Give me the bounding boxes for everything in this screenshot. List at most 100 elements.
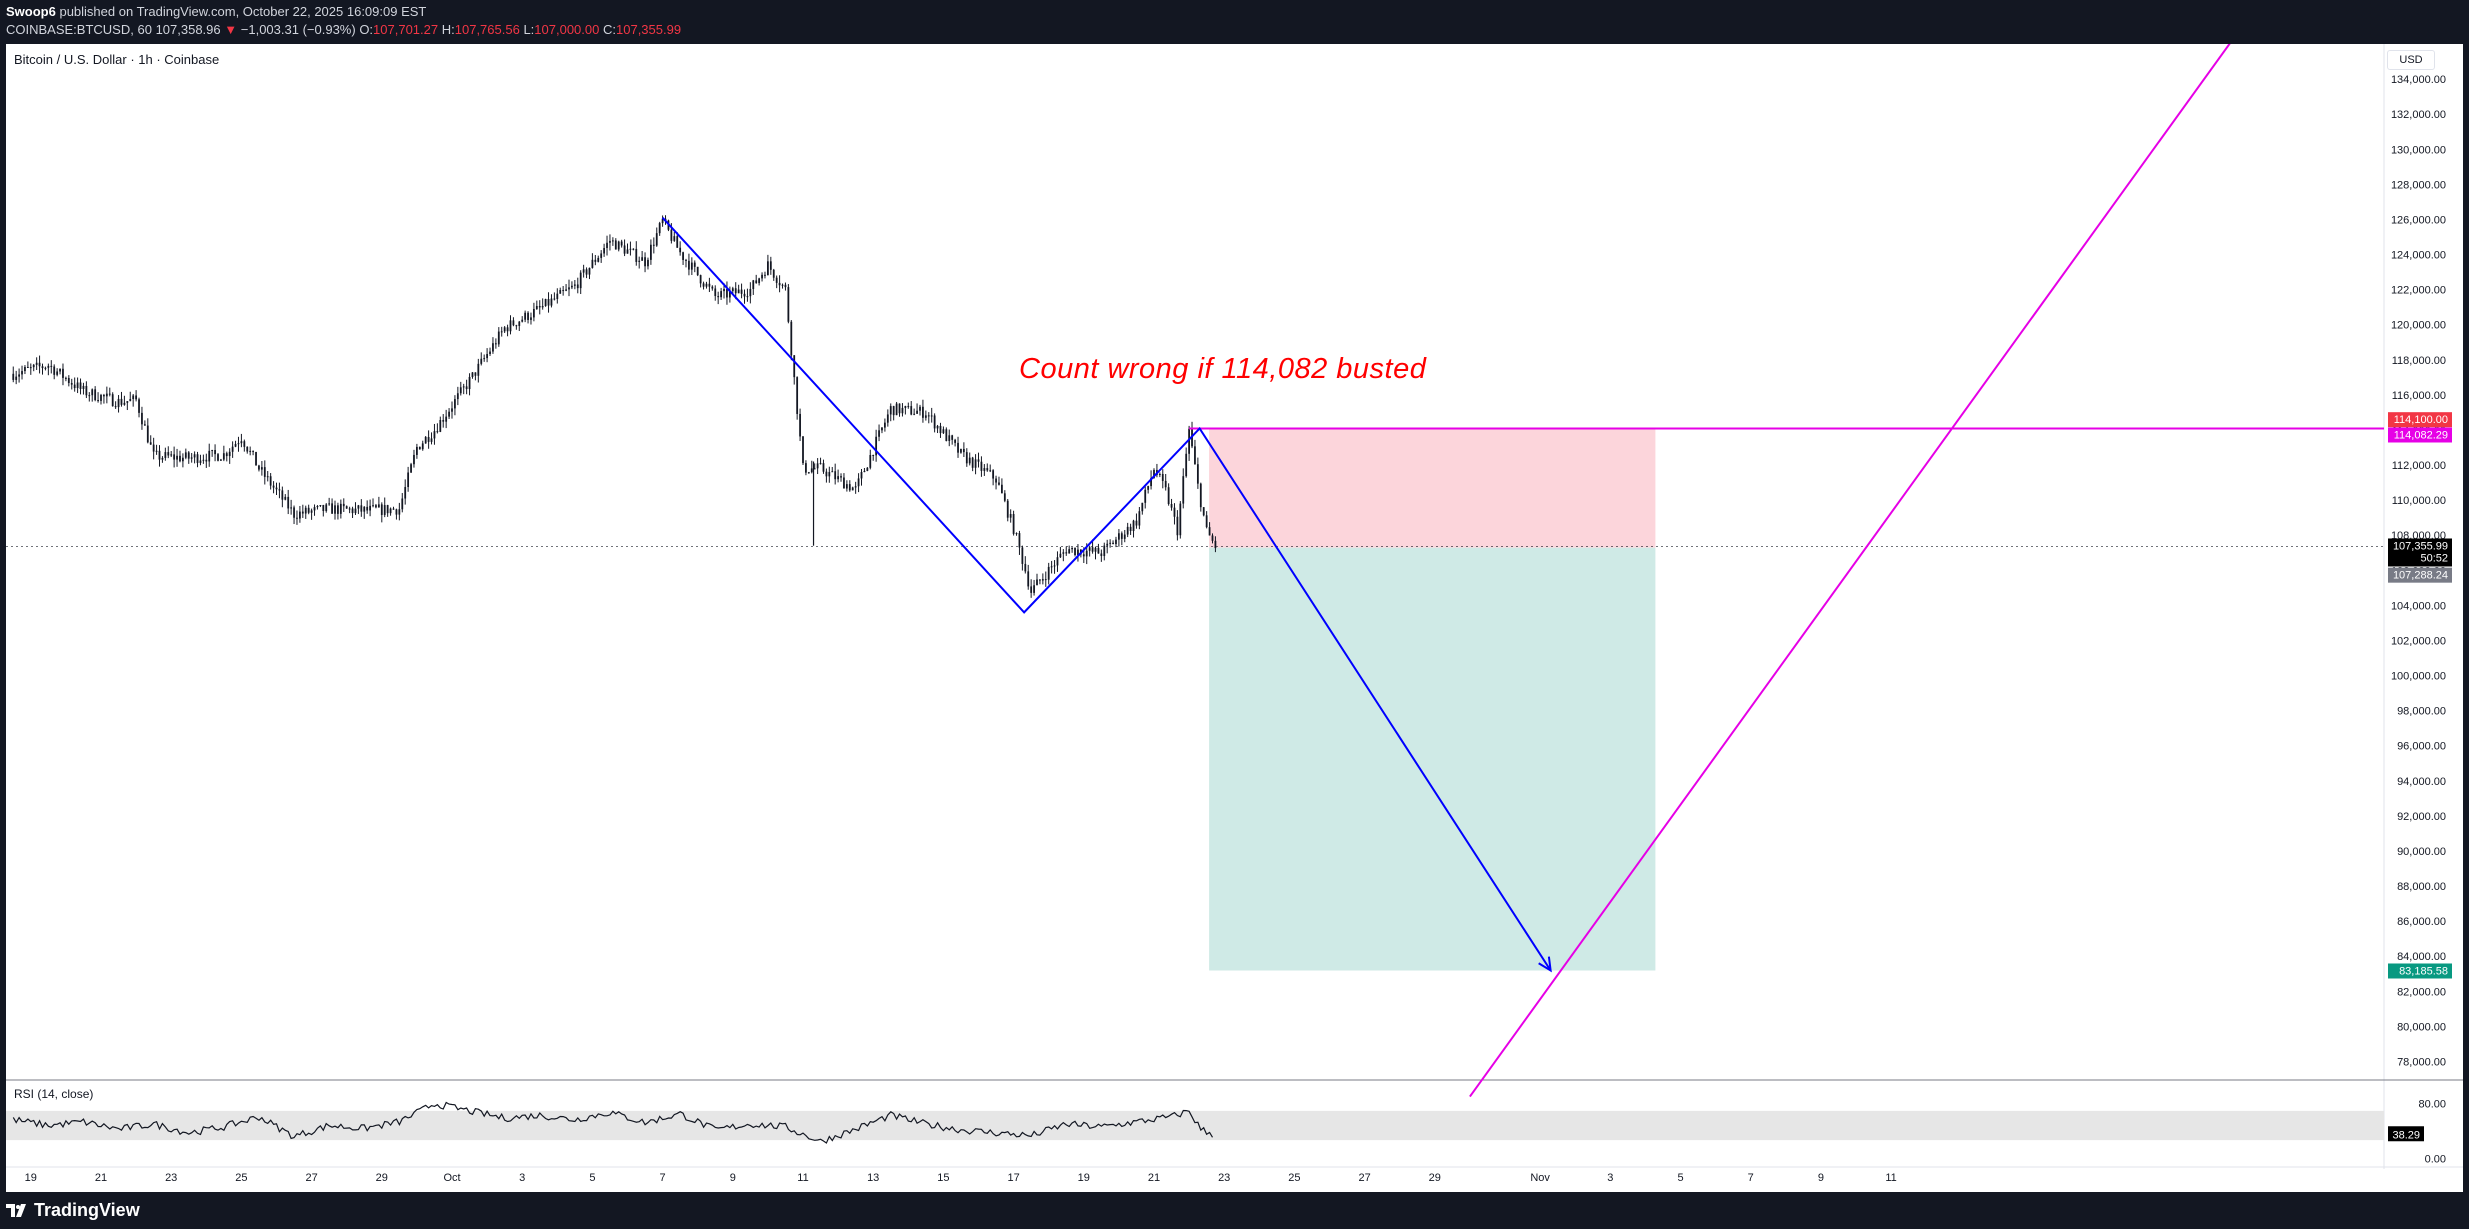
candle-body [471, 372, 474, 377]
candle-body [79, 382, 82, 389]
time-tick-label: 11 [1885, 1172, 1896, 1184]
rsi-value-tag-bg [2388, 1126, 2424, 1142]
candle-body [705, 283, 708, 287]
candle-body [875, 436, 878, 456]
candle-body [287, 496, 290, 509]
candle-body [939, 425, 942, 434]
candle-body [217, 454, 219, 461]
candle-body [325, 504, 328, 512]
candle-body [740, 289, 743, 294]
candle-body [56, 371, 59, 375]
candle-body [1161, 474, 1164, 481]
candle-body [266, 476, 269, 478]
candle-body [1100, 553, 1103, 557]
time-tick-label: 13 [867, 1172, 879, 1184]
candle-body [954, 439, 956, 443]
currency-button[interactable]: USD [2387, 50, 2435, 70]
chart-area[interactable]: 78,000.00 80,000.00 82,000.00 84,000.00 86,0… [6, 44, 2463, 1192]
candle-body [1012, 514, 1015, 534]
candle-body [1150, 477, 1152, 487]
price-tick-label: 124,000.00 [2391, 250, 2446, 262]
candle-body [296, 517, 298, 519]
current-price-tag-text: 50:52 [2420, 552, 2448, 564]
candle-body [775, 277, 778, 283]
candle-body [573, 284, 576, 286]
annotation-text[interactable]: Count wrong if 114,082 busted [1019, 353, 1427, 385]
candle-body [184, 452, 187, 458]
time-tick-label: 7 [1748, 1172, 1754, 1184]
time-tick-label: Oct [443, 1172, 460, 1184]
candle-body [620, 241, 623, 246]
candle-body [1199, 483, 1202, 508]
candle-body [632, 248, 635, 250]
candle-body [1167, 487, 1170, 505]
candle-body [559, 290, 562, 294]
candle-body [670, 229, 673, 241]
candle-body [942, 429, 945, 434]
candle-body [1047, 566, 1050, 580]
candle-body [152, 444, 155, 452]
close-label: C: [603, 22, 616, 37]
price-tick-label: 84,000.00 [2397, 951, 2446, 963]
rsi-band [6, 1110, 2384, 1141]
candle-body [380, 504, 383, 515]
candle-body [65, 377, 67, 379]
candle-body [316, 505, 319, 508]
candle-body [688, 260, 690, 270]
low-label: L: [523, 22, 535, 37]
candle-body [149, 442, 152, 445]
candle-body [524, 312, 527, 320]
candle-body [989, 470, 992, 472]
candle-body [135, 395, 137, 400]
price-tick-label: 92,000.00 [2397, 811, 2446, 823]
candle-body [176, 455, 178, 460]
candle-body [1068, 549, 1071, 554]
candle-body [509, 320, 512, 332]
current-price-tag-bg [2388, 538, 2452, 567]
candle-body [749, 289, 752, 297]
candle-body [339, 503, 342, 514]
candle-body [1041, 579, 1044, 581]
candle-body [810, 468, 813, 473]
candle-body [462, 386, 465, 388]
candle-body [930, 415, 933, 417]
candle-body [1196, 464, 1199, 484]
candle-body [901, 407, 904, 414]
time-tick-label: Nov [1530, 1172, 1550, 1184]
rsi-indicator-label[interactable]: RSI (14, close) [14, 1087, 94, 1101]
candle-body [960, 448, 962, 453]
price-tick-label: 94,000.00 [2397, 776, 2446, 788]
candle-body [468, 376, 471, 390]
candle-body [208, 450, 211, 462]
candle-body [357, 505, 360, 509]
diagonal-trend-line [1469, 44, 2231, 1098]
publisher-name[interactable]: Swoop6 [6, 4, 56, 19]
candle-body [726, 289, 728, 298]
candle-body [47, 365, 50, 368]
candle-body [1132, 520, 1135, 532]
time-tick-label: 23 [165, 1172, 177, 1184]
candle-body [1050, 566, 1053, 568]
price-tick-label: 128,000.00 [2391, 179, 2446, 191]
candle-body [971, 457, 974, 468]
candle-body [1170, 504, 1173, 508]
candle-body [1188, 428, 1190, 454]
chart-canvas[interactable]: 78,000.00 80,000.00 82,000.00 84,000.00 86,0… [6, 44, 2463, 1192]
candle-body [281, 490, 284, 500]
candle-body [237, 443, 240, 445]
candle-body [515, 325, 518, 327]
candle-body [1065, 552, 1068, 554]
candle-body [922, 406, 924, 418]
candle-body [53, 366, 56, 375]
tradingview-logo[interactable]: TradingView [6, 1200, 140, 1221]
price-tick-label: 88,000.00 [2397, 881, 2446, 893]
candle-body [263, 467, 266, 477]
candle-body [889, 406, 892, 415]
candle-body [995, 478, 997, 483]
candle-body [299, 511, 301, 519]
candle-body [884, 422, 886, 428]
candle-body [32, 364, 35, 368]
rsi-line [12, 1101, 1214, 1144]
candle-body [1182, 476, 1185, 504]
candle-body [696, 266, 699, 276]
